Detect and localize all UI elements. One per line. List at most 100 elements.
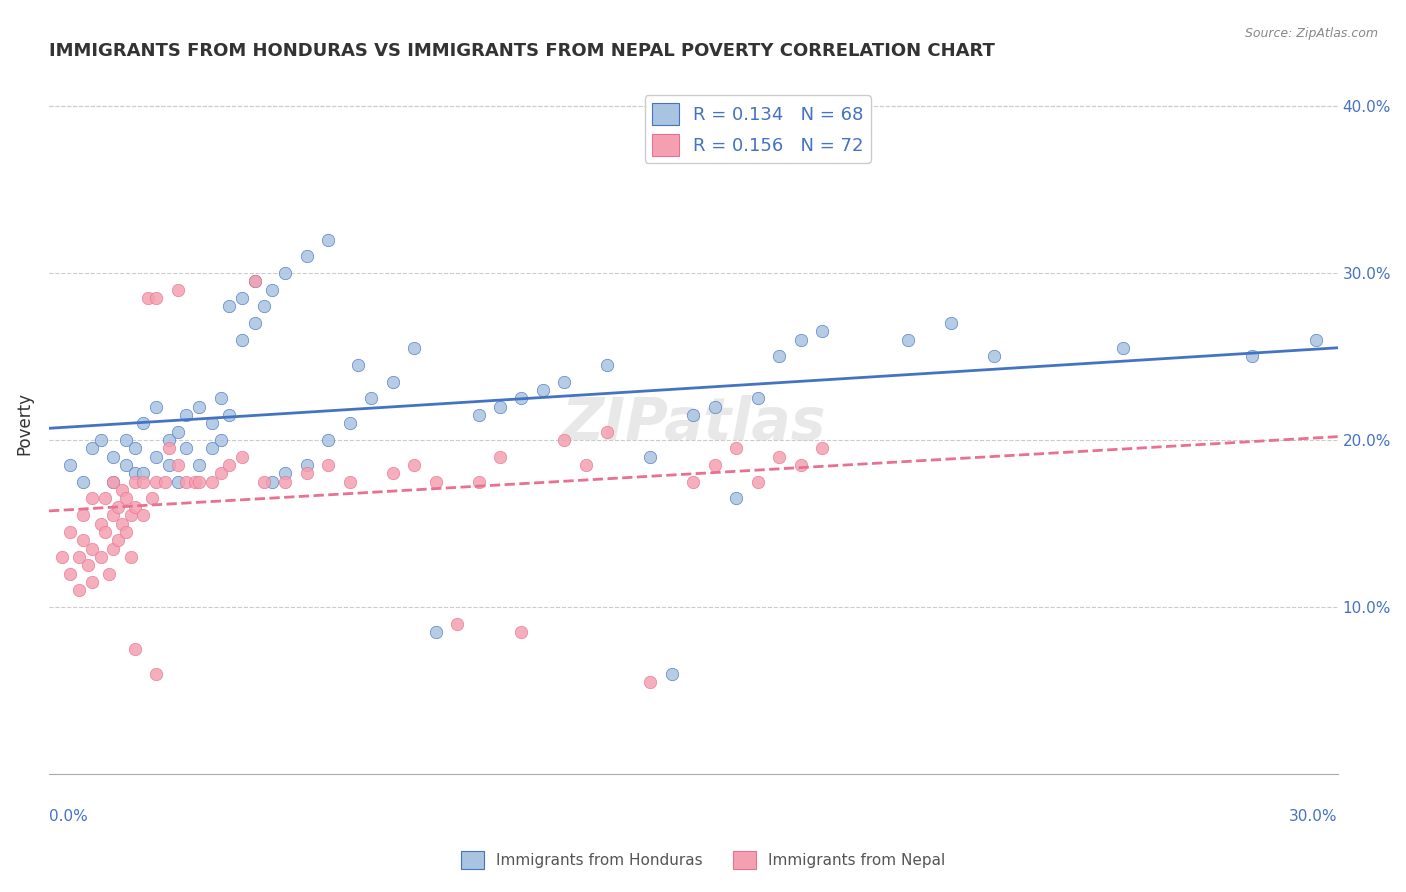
Point <box>725 491 748 506</box>
Point <box>295 249 318 263</box>
Point <box>166 425 188 439</box>
Point <box>89 433 111 447</box>
Point <box>145 475 167 489</box>
Point <box>76 558 98 573</box>
Point <box>209 391 232 405</box>
Point <box>1112 341 1135 355</box>
Point <box>145 450 167 464</box>
Point <box>381 467 404 481</box>
Point <box>67 583 90 598</box>
Point <box>425 625 447 640</box>
Point <box>231 450 253 464</box>
Point <box>231 333 253 347</box>
Point <box>176 475 198 489</box>
Point <box>725 442 748 456</box>
Point <box>789 458 811 472</box>
Point <box>243 316 266 330</box>
Point <box>789 333 811 347</box>
Point <box>446 616 468 631</box>
Point <box>467 408 489 422</box>
Point <box>983 350 1005 364</box>
Text: 30.0%: 30.0% <box>1289 809 1337 824</box>
Point <box>209 433 232 447</box>
Point <box>661 666 683 681</box>
Legend: R = 0.134   N = 68, R = 0.156   N = 72: R = 0.134 N = 68, R = 0.156 N = 72 <box>644 95 870 163</box>
Point <box>316 458 339 472</box>
Point <box>218 458 240 472</box>
Point <box>67 549 90 564</box>
Y-axis label: Poverty: Poverty <box>15 392 32 455</box>
Point <box>120 508 142 523</box>
Point <box>72 508 94 523</box>
Point <box>89 516 111 531</box>
Point <box>103 541 125 556</box>
Point <box>425 475 447 489</box>
Point <box>404 341 426 355</box>
Point <box>360 391 382 405</box>
Text: Source: ZipAtlas.com: Source: ZipAtlas.com <box>1244 27 1378 40</box>
Point <box>136 291 159 305</box>
Point <box>553 433 575 447</box>
Point <box>103 450 125 464</box>
Point <box>115 458 138 472</box>
Point <box>107 533 129 548</box>
Point <box>124 500 146 514</box>
Point <box>347 358 370 372</box>
Point <box>596 358 619 372</box>
Point <box>94 524 117 539</box>
Point <box>768 450 790 464</box>
Point <box>59 524 82 539</box>
Point <box>103 475 125 489</box>
Point <box>274 475 297 489</box>
Point <box>1240 350 1263 364</box>
Point <box>218 408 240 422</box>
Point <box>59 566 82 581</box>
Point <box>141 491 163 506</box>
Point <box>166 475 188 489</box>
Point <box>72 533 94 548</box>
Point <box>703 458 725 472</box>
Point <box>209 467 232 481</box>
Point <box>640 450 662 464</box>
Point <box>747 475 769 489</box>
Point <box>120 549 142 564</box>
Point <box>111 483 134 497</box>
Point <box>381 375 404 389</box>
Point <box>111 516 134 531</box>
Point <box>339 475 361 489</box>
Point <box>231 291 253 305</box>
Point <box>188 458 211 472</box>
Point <box>115 433 138 447</box>
Point <box>316 433 339 447</box>
Point <box>811 442 834 456</box>
Point <box>897 333 920 347</box>
Point <box>132 467 155 481</box>
Text: ZIPatlas: ZIPatlas <box>561 395 825 451</box>
Point <box>489 450 512 464</box>
Point <box>243 274 266 288</box>
Point <box>253 475 276 489</box>
Point <box>145 291 167 305</box>
Point <box>274 467 297 481</box>
Point <box>157 433 180 447</box>
Point <box>51 549 73 564</box>
Point <box>176 442 198 456</box>
Point <box>640 675 662 690</box>
Point <box>262 283 284 297</box>
Point <box>132 417 155 431</box>
Point <box>188 475 211 489</box>
Point <box>253 299 276 313</box>
Point <box>94 491 117 506</box>
Point <box>72 475 94 489</box>
Point <box>80 491 103 506</box>
Point <box>575 458 598 472</box>
Point <box>157 442 180 456</box>
Point <box>747 391 769 405</box>
Point <box>316 232 339 246</box>
Point <box>145 400 167 414</box>
Point <box>107 500 129 514</box>
Point <box>188 400 211 414</box>
Point <box>510 391 533 405</box>
Point <box>145 666 167 681</box>
Point <box>184 475 207 489</box>
